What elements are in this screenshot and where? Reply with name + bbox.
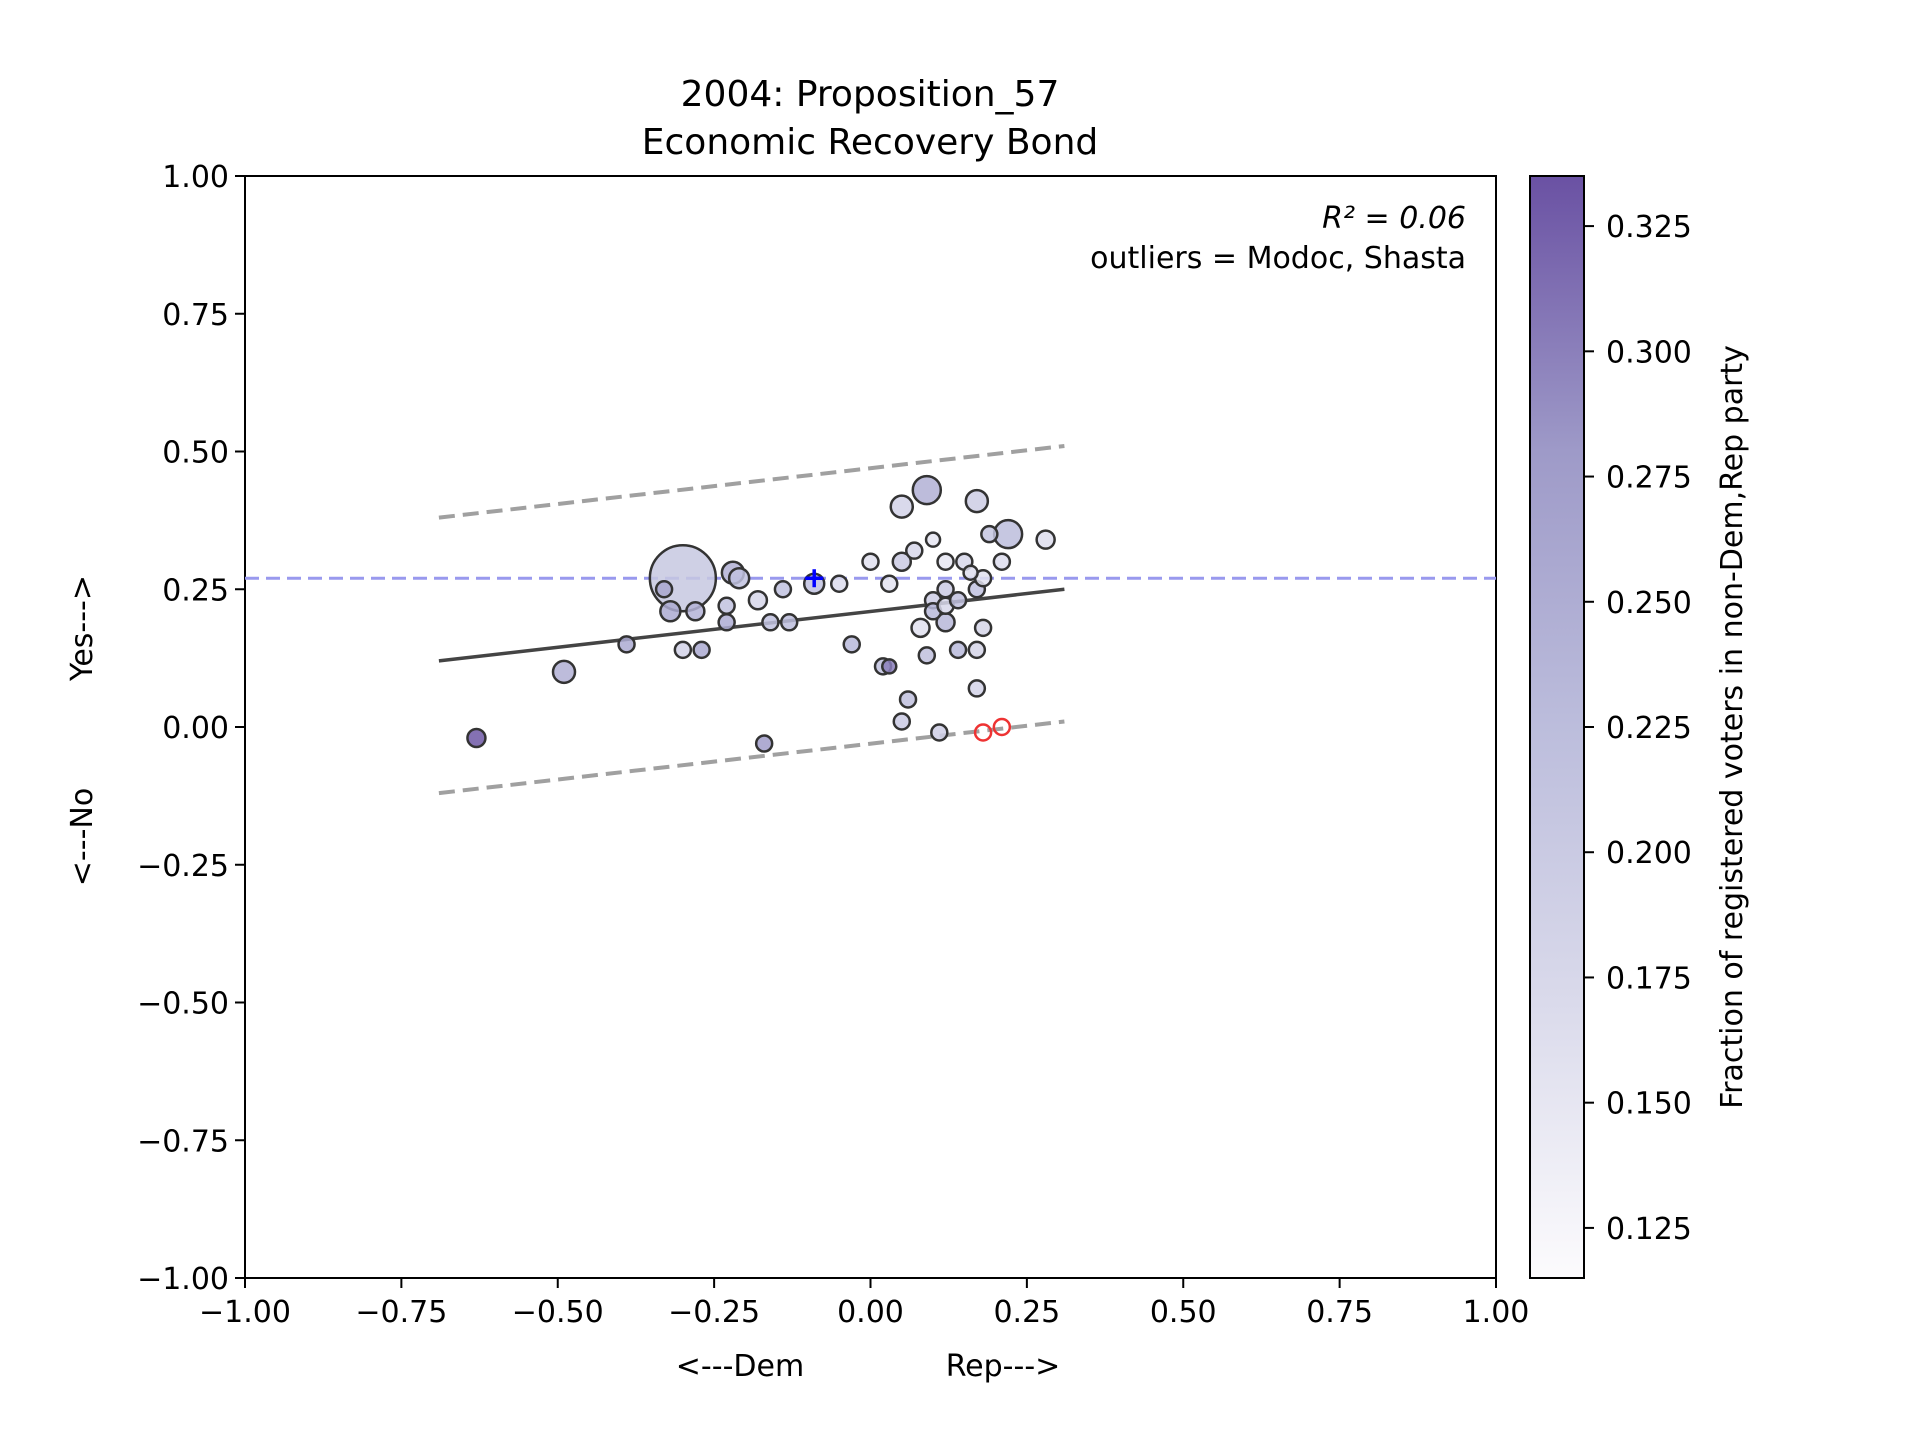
plot-lines <box>245 444 1496 796</box>
y-tick-label: −0.75 <box>137 1124 229 1159</box>
x-ticks: −1.00 −0.75 −0.50 −0.25 0.00 0.25 0.50 0.75 1.00 <box>199 1278 1529 1330</box>
y-label-yes: Yes---> <box>65 575 100 682</box>
colorbar-tick-label: 0.275 <box>1606 461 1692 496</box>
x-label-rep: Rep---> <box>946 1349 1061 1384</box>
x-tick-label: −0.75 <box>355 1295 447 1330</box>
county-point <box>924 531 942 548</box>
colorbar-tick-label: 0.325 <box>1606 210 1692 245</box>
x-tick-label: 0.50 <box>1150 1295 1217 1330</box>
county-point <box>654 580 674 599</box>
county-point <box>936 552 955 571</box>
plot-points <box>466 474 1056 753</box>
county-point <box>930 723 949 742</box>
x-label-dem: <---Dem <box>676 1349 804 1384</box>
colorbar-label: Fraction of registered voters in non-Dem… <box>1715 345 1750 1109</box>
x-tick-label: 0.00 <box>837 1295 904 1330</box>
y-tick-label: 0.00 <box>162 711 229 746</box>
county-point <box>466 727 487 749</box>
county-point <box>992 552 1012 571</box>
county-point <box>617 635 636 654</box>
outlier-point <box>992 717 1012 737</box>
county-point <box>905 541 924 560</box>
y-tick-label: −0.50 <box>137 987 229 1022</box>
county-point <box>747 590 769 611</box>
x-tick-label: 0.75 <box>1306 1295 1373 1330</box>
county-point <box>551 659 577 685</box>
county-point <box>891 551 913 572</box>
county-point <box>892 712 912 731</box>
colorbar-tick-label: 0.125 <box>1606 1212 1692 1247</box>
y-ticks: −1.00 −0.75 −0.50 −0.25 0.00 0.25 0.50 0.75 1.00 <box>137 160 245 1297</box>
colorbar-tick-label: 0.300 <box>1606 335 1692 370</box>
county-point <box>773 580 793 599</box>
county-point <box>648 543 718 613</box>
outlier-point <box>973 723 993 742</box>
plot-frame <box>244 175 1497 1279</box>
y-label-no: <---No <box>65 788 100 886</box>
y-tick-label: −1.00 <box>137 1262 229 1297</box>
county-point <box>948 591 968 610</box>
county-point <box>754 734 774 753</box>
r2-annotation: R² = 0.06 <box>1322 201 1466 236</box>
county-point <box>967 679 987 698</box>
county-point <box>673 640 693 660</box>
state-marker <box>805 569 824 588</box>
county-point <box>880 574 899 593</box>
colorbar <box>1529 175 1585 1279</box>
county-point <box>1035 529 1056 550</box>
county-point <box>717 613 736 632</box>
county-point <box>717 596 736 616</box>
outliers-annotation: outliers = Modoc, Shasta <box>1090 241 1466 276</box>
colorbar-ticks: 0.125 0.150 0.175 0.200 0.225 0.250 0.275 0.300… <box>1584 210 1692 1247</box>
x-tick-label: −0.50 <box>512 1295 604 1330</box>
colorbar-tick-label: 0.225 <box>1606 711 1692 746</box>
county-point <box>917 646 937 665</box>
y-tick-label: 0.50 <box>162 436 229 471</box>
county-point <box>779 613 799 632</box>
county-point <box>881 658 898 675</box>
y-tick-label: 0.75 <box>162 298 229 333</box>
x-tick-label: 0.25 <box>993 1295 1060 1330</box>
county-point <box>964 488 990 514</box>
county-point <box>685 601 706 622</box>
colorbar-tick-label: 0.250 <box>1606 586 1692 621</box>
county-point <box>692 640 711 660</box>
county-point <box>889 494 915 519</box>
chart-title: 2004: Proposition_57 <box>681 74 1060 115</box>
county-point <box>842 635 861 654</box>
band-upper-line <box>438 444 1065 520</box>
county-point <box>727 566 751 590</box>
y-tick-label: 0.25 <box>162 573 229 608</box>
y-tick-label: −0.25 <box>137 849 229 884</box>
county-point <box>948 640 968 660</box>
county-point <box>967 640 987 660</box>
county-point <box>962 564 979 581</box>
county-point <box>829 574 849 593</box>
county-point <box>980 524 999 544</box>
county-point <box>861 552 880 571</box>
county-point <box>910 617 931 639</box>
county-point <box>911 474 943 506</box>
county-point <box>973 618 993 638</box>
x-tick-label: −0.25 <box>668 1295 760 1330</box>
chart-subtitle: Economic Recovery Bond <box>642 122 1098 163</box>
colorbar-tick-label: 0.150 <box>1606 1087 1692 1122</box>
colorbar-tick-label: 0.200 <box>1606 836 1692 871</box>
x-tick-label: −1.00 <box>199 1295 291 1330</box>
band-lower-line <box>438 719 1065 796</box>
county-point <box>659 600 682 623</box>
x-tick-label: 1.00 <box>1463 1295 1530 1330</box>
county-point <box>898 690 918 709</box>
colorbar-tick-label: 0.175 <box>1606 961 1692 996</box>
county-point <box>761 613 780 632</box>
y-tick-label: 1.00 <box>162 160 229 195</box>
